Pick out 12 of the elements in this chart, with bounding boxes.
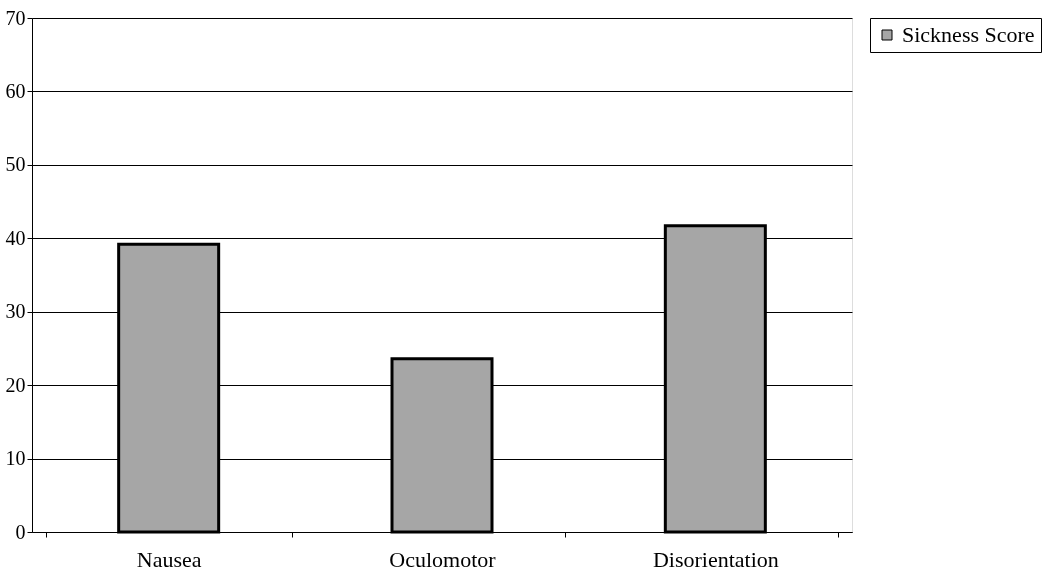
y-tick-label: 30	[5, 300, 26, 323]
x-tick-label: Oculomotor	[389, 546, 497, 572]
x-tick-label: Nausea	[136, 546, 202, 572]
y-tick-label: 40	[5, 226, 26, 249]
y-tick-label: 60	[5, 79, 26, 102]
legend-label: Sickness Score	[902, 22, 1035, 47]
y-tick-label: 50	[5, 153, 26, 176]
y-tick-label: 10	[5, 447, 26, 470]
x-tick-label: Disorientation	[652, 546, 779, 572]
y-tick-label: 20	[5, 373, 26, 396]
y-tick-label: 0	[15, 520, 26, 543]
y-tick-label: 70	[5, 6, 26, 29]
